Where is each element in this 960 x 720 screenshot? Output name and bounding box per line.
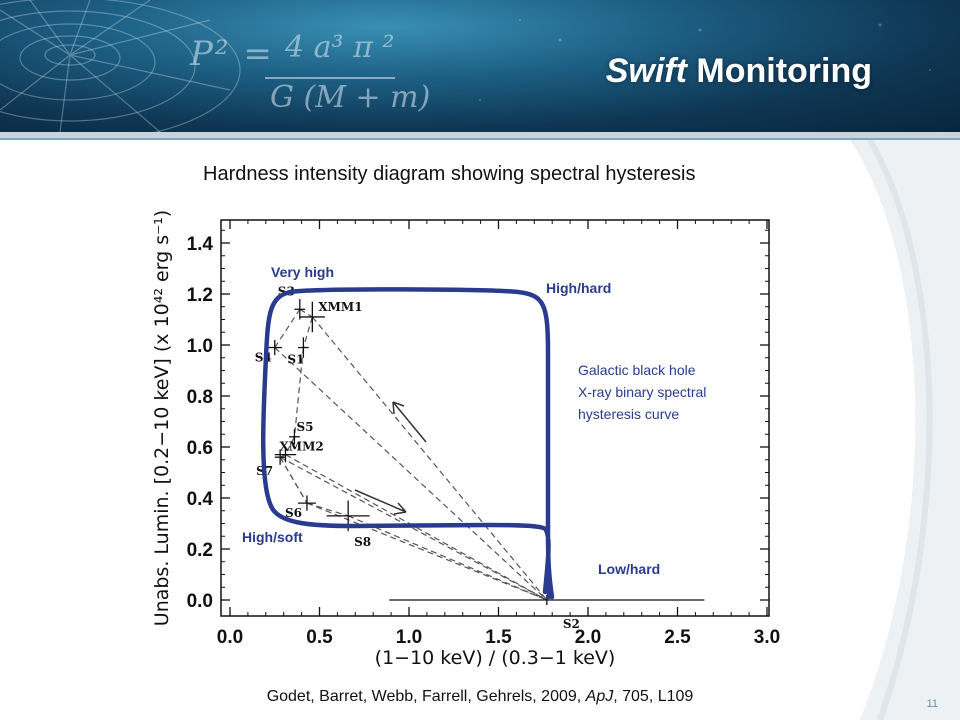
transition-path bbox=[274, 308, 301, 348]
x-tick-label: 0.5 bbox=[306, 627, 333, 648]
x-tick-label: 3.0 bbox=[754, 627, 780, 648]
formula-numerator: 4 a³ π ² bbox=[285, 30, 395, 65]
point-label: S6 bbox=[285, 506, 302, 520]
annotation-line-2: X-ray binary spectral bbox=[578, 384, 706, 400]
point-label: XMM1 bbox=[318, 300, 362, 314]
formula-denominator: G (M + m) bbox=[270, 80, 431, 115]
y-tick-label: 0.8 bbox=[187, 387, 213, 408]
transition-path bbox=[311, 316, 548, 601]
formula-lhs: P² = bbox=[190, 34, 274, 74]
point-label: S4 bbox=[255, 351, 272, 365]
point-label: S8 bbox=[354, 535, 371, 549]
transition-path bbox=[299, 308, 313, 318]
page-number: 11 bbox=[926, 698, 938, 710]
direction-arrow bbox=[354, 489, 407, 515]
x-tick-label: 0.0 bbox=[217, 627, 243, 648]
slide-title-italic: Swift bbox=[605, 52, 687, 90]
decorative-swoosh bbox=[850, 140, 960, 720]
point-label: S5 bbox=[296, 420, 313, 434]
y-tick-label: 0.0 bbox=[187, 591, 213, 612]
label-high-soft: High/soft bbox=[242, 529, 303, 545]
data-point bbox=[267, 339, 282, 356]
citation-authors: Godet, Barret, Webb, Farrell, Gehrels, 2… bbox=[266, 688, 586, 705]
label-high-hard: High/hard bbox=[546, 280, 611, 296]
data-point bbox=[289, 429, 300, 445]
axis-ticks bbox=[221, 220, 769, 616]
data-point bbox=[294, 299, 306, 320]
point-label: S1 bbox=[287, 353, 304, 367]
y-tick-label: 0.2 bbox=[187, 540, 213, 561]
transition-path bbox=[274, 347, 548, 601]
y-tick-label: 0.4 bbox=[187, 489, 214, 510]
data-point bbox=[298, 495, 316, 511]
transition-paths bbox=[274, 308, 548, 601]
transition-path bbox=[306, 502, 349, 517]
data-point bbox=[274, 447, 297, 463]
citation-journal: ApJ bbox=[585, 688, 614, 705]
data-points bbox=[267, 299, 705, 606]
y-tick-label: 0.6 bbox=[187, 438, 213, 459]
annotation-line-3: hysteresis curve bbox=[578, 406, 679, 422]
point-label: S2 bbox=[563, 617, 580, 631]
data-point bbox=[274, 449, 286, 465]
label-low-hard: Low/hard bbox=[598, 561, 660, 577]
banner-divider bbox=[0, 132, 960, 138]
transition-path bbox=[306, 502, 548, 601]
x-tick-label: 1.5 bbox=[485, 627, 512, 648]
y-tick-label: 1.0 bbox=[187, 336, 213, 357]
citation: Godet, Barret, Webb, Farrell, Gehrels, 2… bbox=[0, 688, 960, 706]
slide-title: Swift Monitoring bbox=[606, 52, 872, 91]
transition-path bbox=[284, 436, 295, 455]
y-tick-label: 1.4 bbox=[187, 234, 214, 255]
transition-path bbox=[279, 456, 548, 601]
transition-path bbox=[347, 515, 548, 601]
slide-title-rest: Monitoring bbox=[686, 52, 872, 90]
spacetime-grid-graphic bbox=[0, 0, 931, 132]
transition-path bbox=[293, 347, 304, 437]
annotation-line-1: Galactic black hole bbox=[578, 362, 696, 378]
hardness-intensity-chart: 0.0 0.5 1.0 1.5 2.0 2.5 3.0 0.0 0.2 0.4 0.6 0.8 1.0… bbox=[108, 152, 802, 682]
banner-divider-accent bbox=[0, 138, 960, 140]
label-very-high: Very high bbox=[271, 264, 334, 280]
x-tick-label: 1.0 bbox=[396, 627, 422, 648]
formula-fraction-bar bbox=[265, 77, 395, 79]
header-banner: P² = 4 a³ π ² G (M + m) Swift Monitoring bbox=[0, 0, 960, 132]
x-tick-labels: 0.0 0.5 1.0 1.5 2.0 2.5 3.0 bbox=[217, 627, 780, 648]
x-tick-label: 2.0 bbox=[575, 627, 601, 648]
data-point bbox=[299, 301, 325, 333]
direction-arrow bbox=[392, 401, 427, 443]
figure-background bbox=[108, 152, 802, 682]
plot-frame bbox=[220, 219, 770, 617]
citation-volume: , 705, L109 bbox=[613, 688, 694, 705]
x-axis-label: (1−10 keV) / (0.3−1 keV) bbox=[375, 647, 616, 669]
transition-path bbox=[302, 316, 313, 348]
x-tick-label: 2.5 bbox=[664, 627, 691, 648]
hysteresis-curve bbox=[260, 287, 555, 600]
point-label: XMM2 bbox=[279, 440, 323, 454]
transition-path bbox=[279, 456, 308, 504]
chart-title: Hardness intensity diagram showing spect… bbox=[203, 163, 696, 185]
data-point bbox=[298, 337, 309, 358]
y-tick-labels: 0.0 0.2 0.4 0.6 0.8 1.0 1.2 1.4 bbox=[187, 234, 214, 612]
y-axis-label: Unabs. Lumin. [0.2−10 keV] (x 10⁴² erg s… bbox=[151, 210, 173, 626]
y-tick-label: 1.2 bbox=[187, 285, 213, 306]
